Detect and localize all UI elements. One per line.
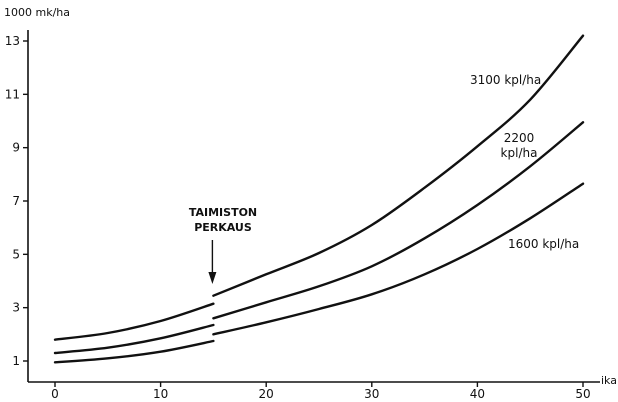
series-line-1-segment-1: [53, 302, 215, 341]
x-tick-label: 20: [259, 387, 274, 401]
chart-axes: [27, 30, 600, 383]
series-line-3-segment-1: [53, 339, 215, 364]
y-tick-label: 7: [12, 194, 20, 208]
chart-curves: [53, 34, 585, 364]
x-tick-label: 50: [575, 387, 590, 401]
series-line-1-segment-2: [212, 34, 585, 297]
y-tick-label: 13: [5, 34, 20, 48]
series-line-2-segment-2: [212, 121, 585, 320]
x-tick-label: 10: [153, 387, 168, 401]
x-axis-title: ika: [601, 374, 617, 387]
y-tick-label: 1: [12, 354, 20, 368]
y-tick-label: 5: [12, 247, 20, 261]
series-line-2-segment-1: [53, 323, 215, 355]
series-label-1: 3100 kpl/ha: [470, 73, 541, 87]
y-tick-label: 9: [12, 141, 20, 155]
series-label-3: 1600 kpl/ha: [508, 237, 579, 251]
series-label-2: 2200 kpl/ha: [501, 131, 538, 160]
series-line-3-segment-2: [212, 182, 585, 336]
chart-labels: 1000 mk/ha ika 3100 kpl/ha 2200 kpl/ha 1600 k…: [4, 6, 617, 387]
x-tick-label: 30: [364, 387, 379, 401]
annotation-label: TAIMISTON PERKAUS: [189, 206, 257, 234]
x-tick-label: 40: [470, 387, 485, 401]
annotation-arrow-head: [208, 272, 217, 284]
x-tick-label: 0: [51, 387, 59, 401]
y-tick-label: 3: [12, 301, 20, 315]
y-tick-label: 11: [5, 87, 20, 101]
y-axis-title: 1000 mk/ha: [4, 6, 70, 19]
